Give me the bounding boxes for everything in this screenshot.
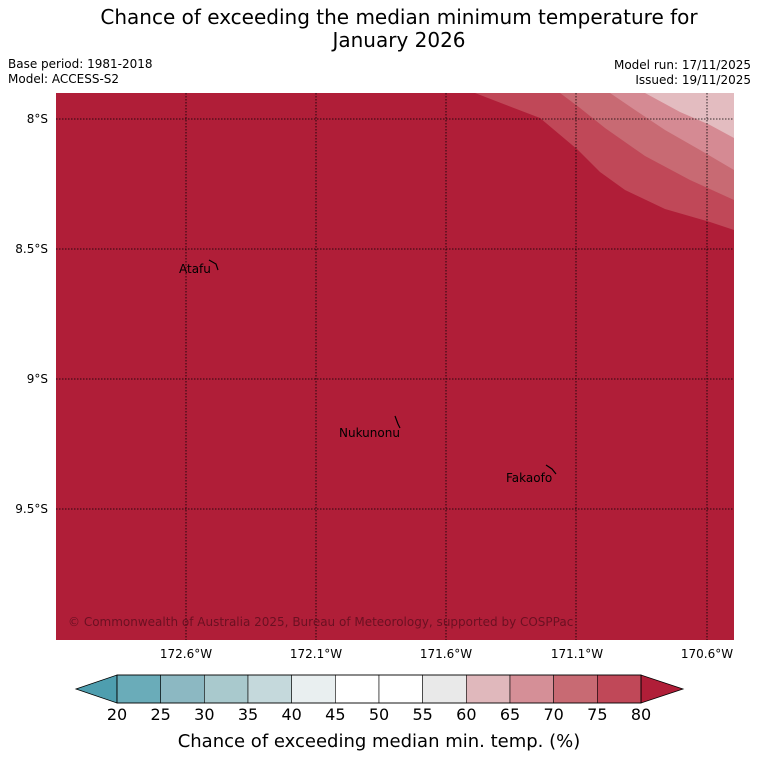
contour-band-60 — [645, 93, 734, 138]
model-run: Model run: 17/11/2025 — [613, 58, 751, 72]
colorbar-segment-35-40 — [247, 674, 292, 704]
colorbar-tick-40: 40 — [281, 705, 301, 724]
gridlines — [56, 93, 734, 640]
issued-date: Issued: 19/11/2025 — [635, 73, 751, 87]
title-line-1: Chance of exceeding the median minimum t… — [100, 5, 698, 29]
colorbar-segment-25-30 — [160, 674, 205, 704]
colorbar-high-extend — [640, 674, 685, 704]
atafu-atoll — [208, 259, 219, 271]
colorbar-low-extend — [74, 674, 118, 704]
title-line-2: January 2026 — [332, 28, 466, 52]
colorbar-tick-50: 50 — [369, 705, 389, 724]
colorbar: 20 25 30 35 40 45 50 55 60 65 70 75 80 Chance of exc… — [74, 674, 685, 752]
colorbar-frame — [116, 674, 642, 704]
meta-right: Model run: 17/11/2025 Issued: 19/11/2025 — [614, 58, 751, 88]
lon-label-172-1w: 172.1°W — [290, 647, 342, 661]
colorbar-tick-25: 25 — [150, 705, 170, 724]
lon-label-172-6w: 172.6°W — [160, 647, 212, 661]
colorbar-segment-65-70 — [509, 674, 554, 704]
colorbar-ticks: 20 25 30 35 40 45 50 55 60 65 70 75 80 — [107, 705, 651, 724]
lon-label-171-1w: 171.1°W — [551, 647, 603, 661]
place-nukunonu: Nukunonu — [339, 426, 400, 440]
colorbar-tick-20: 20 — [107, 705, 127, 724]
place-fakaofo: Fakaofo — [506, 471, 552, 485]
colorbar-segment-55-60 — [422, 674, 467, 704]
nukunonu-atoll — [394, 415, 401, 429]
colorbar-segments — [116, 674, 642, 704]
colorbar-tick-70: 70 — [543, 705, 563, 724]
colorbar-tick-75: 75 — [587, 705, 607, 724]
lat-label-8s: 8°S — [27, 112, 48, 126]
colorbar-tick-65: 65 — [500, 705, 520, 724]
colorbar-segment-45-50 — [335, 674, 380, 704]
colorbar-tick-60: 60 — [456, 705, 476, 724]
colorbar-tick-30: 30 — [194, 705, 214, 724]
base-period: Base period: 1981-2018 — [8, 57, 153, 71]
colorbar-tick-45: 45 — [325, 705, 345, 724]
colorbar-segment-75-80 — [597, 674, 642, 704]
colorbar-segment-70-75 — [553, 674, 598, 704]
copyright-notice: © Commonwealth of Australia 2025, Bureau… — [68, 615, 573, 629]
place-atafu: Atafu — [179, 262, 211, 276]
colorbar-segment-40-45 — [291, 674, 336, 704]
map-panel: Atafu Nukunonu Fakaofo © Commonwealth of… — [56, 93, 734, 640]
colorbar-tick-55: 55 — [412, 705, 432, 724]
lat-label-9-5s: 9.5°S — [15, 502, 48, 516]
fakaofo-atoll — [545, 464, 557, 475]
lat-label-8-5s: 8.5°S — [15, 242, 48, 256]
colorbar-segment-60-65 — [466, 674, 511, 704]
colorbar-segment-50-55 — [378, 674, 423, 704]
colorbar-segment-30-35 — [204, 674, 249, 704]
lon-label-170-6w: 170.6°W — [681, 647, 733, 661]
chart-title: Chance of exceeding the median minimum t… — [0, 6, 758, 52]
colorbar-tick-80: 80 — [631, 705, 651, 724]
lon-label-171-6w: 171.6°W — [420, 647, 472, 661]
colorbar-segment-20-25 — [116, 674, 161, 704]
meta-left: Base period: 1981-2018 Model: ACCESS-S2 — [8, 57, 153, 87]
colorbar-tick-35: 35 — [238, 705, 258, 724]
model-name: Model: ACCESS-S2 — [8, 72, 120, 86]
colorbar-label: Chance of exceeding median min. temp. (%… — [178, 731, 581, 752]
lat-label-9s: 9°S — [27, 372, 48, 386]
